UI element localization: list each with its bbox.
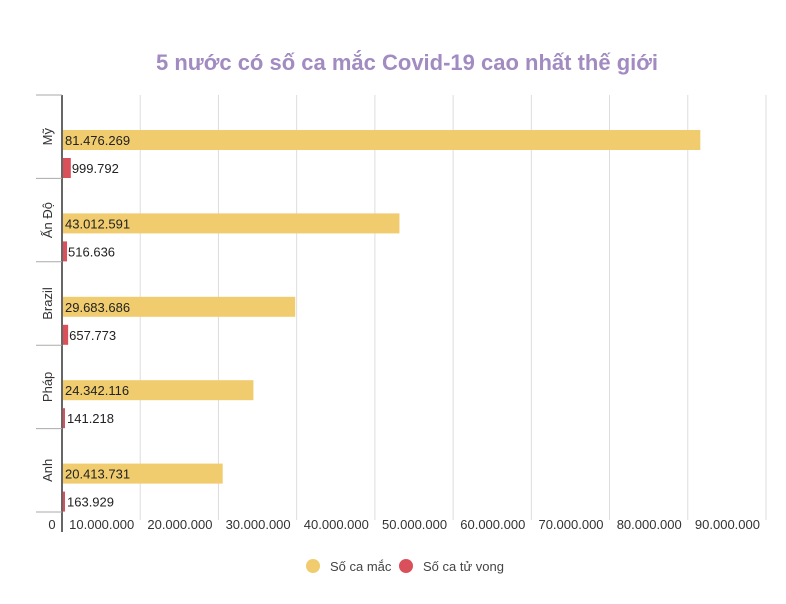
data-label: 29.683.686 [65, 300, 130, 315]
bar-cases [63, 213, 400, 234]
category-label: Brazil [40, 287, 55, 320]
legend-label: Số ca tử vong [423, 559, 504, 574]
chart-title: 5 nước có số ca mắc Covid-19 cao nhất th… [156, 50, 658, 75]
x-tick-label: 70.000.000 [538, 517, 603, 532]
bar-deaths [63, 241, 68, 262]
bar-cases [63, 463, 223, 484]
data-label: 657.773 [69, 328, 116, 343]
legend-label: Số ca mắc [330, 559, 392, 574]
data-label: 163.929 [67, 495, 114, 510]
data-label: 141.218 [67, 411, 114, 426]
data-label: 516.636 [68, 244, 115, 259]
x-tick-label: 30.000.000 [226, 517, 291, 532]
x-tick-label: 80.000.000 [617, 517, 682, 532]
category-label: Pháp [40, 372, 55, 402]
x-tick-label: 10.000.000 [69, 517, 134, 532]
data-label: 43.012.591 [65, 216, 130, 231]
legend-swatch [306, 559, 320, 573]
data-label: 81.476.269 [65, 133, 130, 148]
x-tick-label: 20.000.000 [147, 517, 212, 532]
x-tick-label: 40.000.000 [304, 517, 369, 532]
bar-deaths [63, 158, 71, 178]
axes [36, 94, 63, 532]
x-tick-label: 50.000.000 [382, 517, 447, 532]
data-label: 24.342.116 [65, 383, 129, 398]
legend-swatch [399, 559, 413, 573]
x-tick-label: 0 [48, 517, 55, 532]
bar-deaths [63, 491, 65, 512]
bar-cases [63, 296, 296, 317]
legend: Số ca mắc Số ca tử vong [306, 559, 504, 574]
bar-cases [63, 380, 254, 401]
category-label: Anh [40, 459, 55, 482]
bars [63, 130, 701, 512]
labels: 0 10.000.000 20.000.000 30.000.000 40.000.00… [40, 128, 760, 532]
x-tick-label: 60.000.000 [460, 517, 525, 532]
category-label: Ấn Độ [40, 202, 55, 238]
data-label: 999.792 [72, 161, 119, 176]
category-label: Mỹ [40, 128, 55, 146]
x-tick-label: 90.000.000 [695, 517, 760, 532]
bar-deaths [63, 408, 65, 429]
bar-deaths [63, 324, 69, 345]
grid-lines [139, 95, 767, 520]
bar-cases [63, 130, 701, 150]
data-label: 20.413.731 [65, 467, 130, 482]
